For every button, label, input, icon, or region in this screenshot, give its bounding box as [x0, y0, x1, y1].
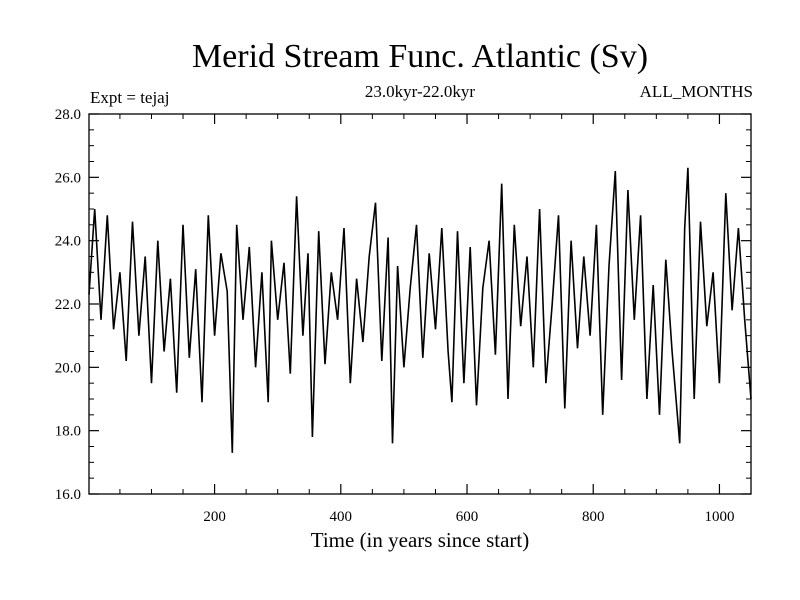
tick-labels: 16.0 18.0 20.0 22.0 24.0 26.0 28.0 200 400 600 800…: [55, 107, 735, 525]
axis-ticks: [89, 113, 751, 495]
y-tick-label: 20.0: [55, 360, 81, 376]
chart-title: Merid Stream Func. Atlantic (Sv): [191, 38, 649, 75]
x-tick-label: 200: [203, 509, 226, 525]
y-tick-label: 28.0: [55, 107, 81, 123]
experiment-label: Expt = tejaj: [90, 88, 170, 107]
chart-subtitle: 23.0kyr-22.0kyr: [364, 82, 476, 101]
x-tick-label: 800: [582, 509, 605, 525]
series-line: [88, 167, 752, 453]
x-axis-label: Time (in years since start): [311, 528, 530, 552]
x-tick-label: 1000: [704, 509, 734, 525]
x-tick-label: 600: [456, 509, 479, 525]
y-tick-label: 24.0: [55, 234, 81, 250]
months-label: ALL_MONTHS: [639, 82, 753, 101]
y-tick-label: 16.0: [55, 487, 81, 503]
series-group: [88, 167, 752, 453]
x-tick-label: 400: [330, 509, 353, 525]
y-tick-label: 26.0: [55, 170, 81, 186]
y-tick-label: 22.0: [55, 297, 81, 313]
y-tick-label: 18.0: [55, 424, 81, 440]
